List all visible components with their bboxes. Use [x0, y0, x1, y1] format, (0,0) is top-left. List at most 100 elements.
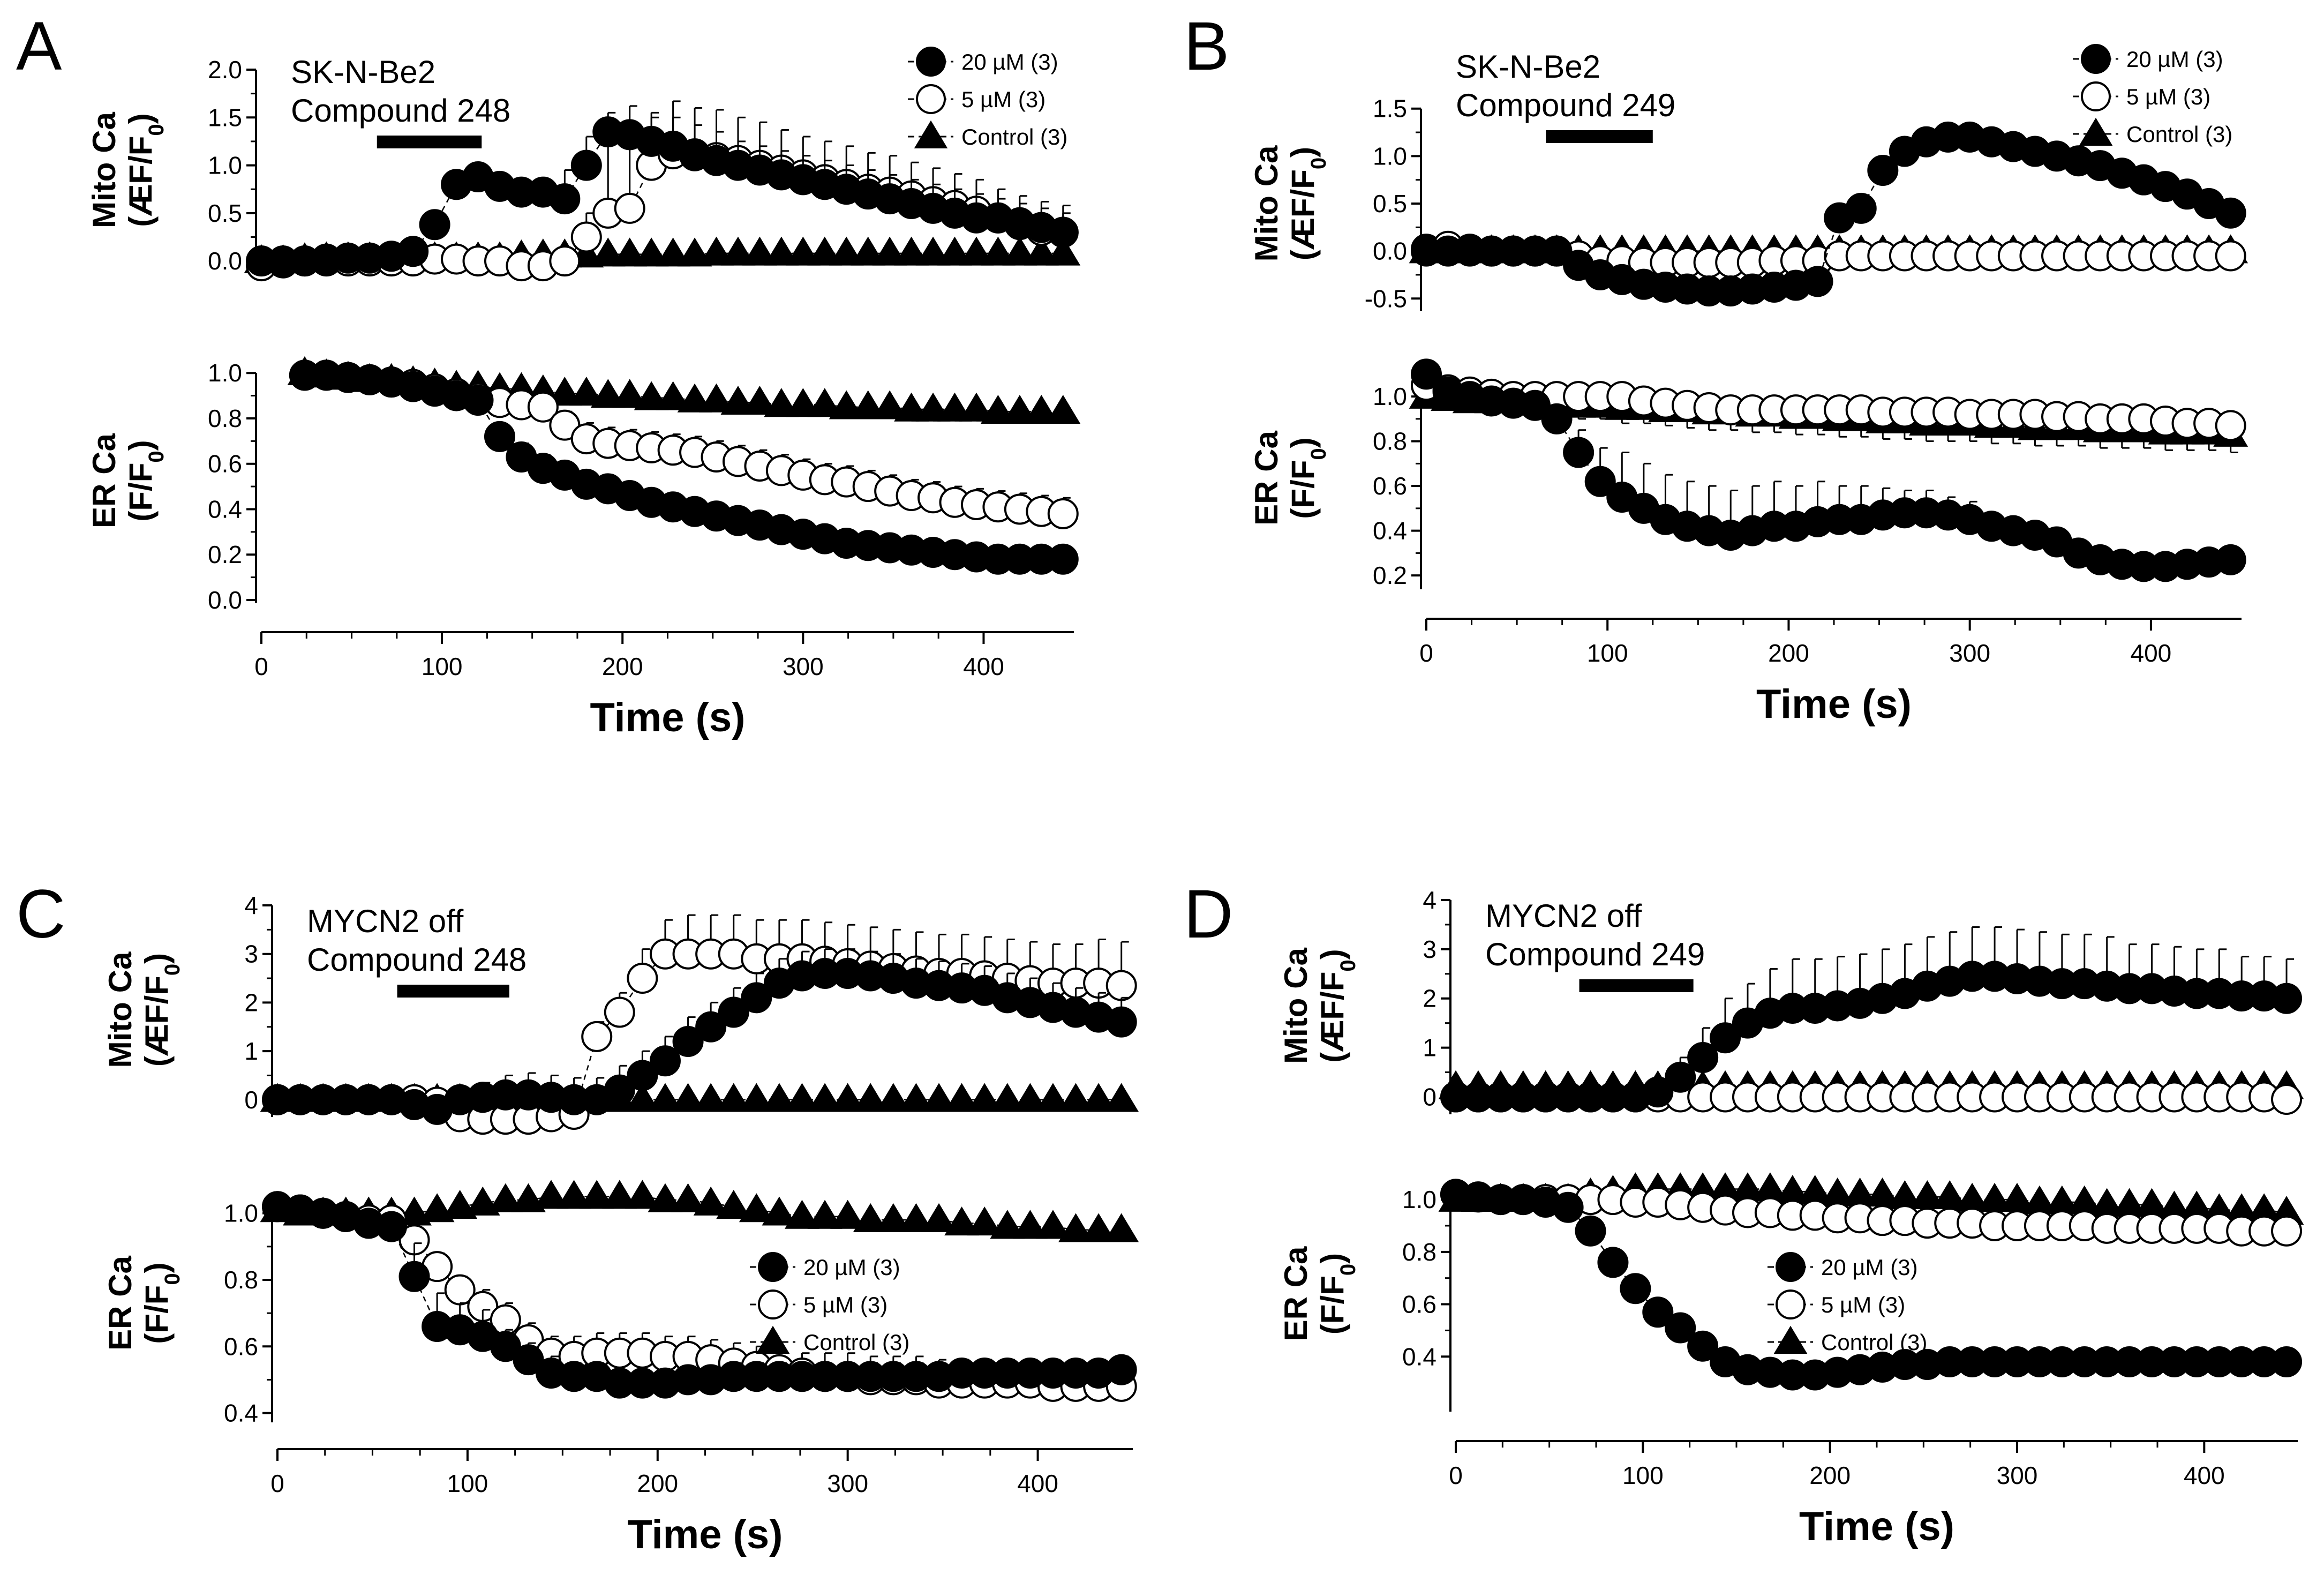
panel-a-er-point	[656, 381, 691, 410]
panel-d-er-ylabel-line1: ER Ca	[1278, 1246, 1314, 1341]
panel-c-er-point	[899, 1203, 934, 1232]
panel-d-er-ylabel: ER Ca (F/F0)	[1278, 1246, 1360, 1341]
panel-a-er-ytick-label: 0.4	[208, 495, 242, 523]
panel-d-mito-ytick-label: 1	[1423, 1034, 1436, 1062]
panel-d-mito-ylabel-subscript: 0	[1336, 959, 1360, 971]
panel-b-xtick-label: 400	[2131, 639, 2172, 667]
panel-d-mito-point	[1710, 1022, 1741, 1054]
panel-c-er-point	[785, 1199, 819, 1229]
panel-b-er-ylabel-line1: ER Ca	[1249, 431, 1284, 526]
panel-c-er-point	[533, 1180, 569, 1209]
panel-c-mito-ylabel-subscript: 0	[161, 964, 184, 976]
panel-a-xlabel: Time (s)	[590, 695, 745, 740]
panel-a-mito-ytick-label: 0.0	[208, 247, 242, 275]
panel-b-xtick-label: 100	[1587, 639, 1628, 667]
panel-a-annotation-cell-line: SK-N-Be2	[291, 54, 435, 90]
panel-c-mito-point	[695, 1011, 727, 1043]
panel-a-mito-point	[677, 237, 712, 267]
panel-c-mito-point	[649, 1045, 681, 1077]
panel-d-er-point	[2271, 1346, 2303, 1378]
panel-c-er-point	[693, 1186, 728, 1216]
panel-c-er-ylabel: ER Ca (F/F0)	[102, 1256, 184, 1351]
panel-c-er-point	[876, 1203, 911, 1232]
panel-d-xlabel: Time (s)	[1799, 1504, 1954, 1549]
panel-c-xlabel: Time (s)	[627, 1512, 783, 1557]
panel-c-mito-point	[1081, 1083, 1116, 1112]
panel-d-application-bar	[1579, 979, 1694, 992]
panel-b-mito-ytick-label: 0.0	[1373, 237, 1407, 265]
legend-label: 5 µM (3)	[803, 1292, 888, 1317]
panel-a-xtick-label: 300	[783, 653, 824, 680]
panel-d-er-point	[1597, 1247, 1629, 1278]
panel-c-mito-ylabel-line1: Mito Ca	[102, 951, 138, 1068]
panel-a-mito-point	[1046, 236, 1081, 266]
panel-a-er-point	[462, 385, 494, 416]
panel-a-mito-point	[807, 236, 843, 266]
panel-a-er-point	[872, 390, 907, 419]
panel-a-mito-point	[1047, 216, 1079, 248]
panel-b-mito-ytick-label: 1.5	[1373, 95, 1407, 123]
panel-d-er-ylabel-line2: (F/F0)	[1314, 1253, 1360, 1334]
panel-a-mito-point	[915, 236, 951, 266]
panel-a-er-point	[699, 383, 734, 413]
panel-a-mito-ylabel-prefix: (ÆF/F	[123, 136, 159, 227]
panel-a-legend: 20 µM (3) 5 µM (3) Control (3)	[908, 47, 1067, 149]
panel-a-annotation-compound: Compound 248	[291, 93, 510, 129]
panel-c-mito-point	[739, 1083, 774, 1112]
panel-a-er-point	[980, 394, 1016, 424]
panel-c-mito-ytick-label: 0	[244, 1086, 258, 1114]
panel-a-mito-point	[397, 236, 429, 267]
panel-b-er-point	[1411, 358, 1442, 390]
panel-d-xtick-label: 400	[2184, 1461, 2225, 1489]
panel-c-er-point	[513, 1344, 544, 1376]
panel-d-xtick-label: 200	[1809, 1461, 1851, 1489]
panel-a-er-point	[742, 386, 777, 415]
panel-a-er-point	[569, 377, 604, 406]
panel-b-letter: B	[1184, 8, 1229, 85]
panel-b-er-ylabel: ER Ca (F/F0)	[1249, 431, 1330, 526]
panel-a-er-ylabel-subscript: 0	[145, 451, 168, 462]
legend-label: 5 µM (3)	[2126, 84, 2210, 109]
panel-a-mito-point	[872, 236, 907, 266]
panel-a-mito-ylabel-subscript: 0	[145, 124, 168, 136]
panel-a-er-point	[1002, 394, 1037, 424]
panel-c-mito-point	[944, 1083, 980, 1112]
panel-d-er-point	[1620, 1273, 1651, 1304]
panel-d-mito-ylabel: Mito Ca (ÆF/F0)	[1278, 948, 1360, 1064]
legend-label: 5 µM (3)	[1821, 1292, 1905, 1317]
panel-c-er-point	[921, 1203, 957, 1232]
legend-label: Control (3)	[961, 124, 1067, 149]
panel-b-mito-series-filled-circle	[1411, 121, 2246, 307]
panel-a-er-ytick-label: 0.0	[208, 586, 242, 614]
panel-c-mito-point	[1058, 1083, 1093, 1112]
panel-a-mito-point	[894, 236, 929, 266]
panel-a-er-point	[484, 421, 515, 452]
panel-a-er-point	[915, 392, 951, 422]
panel-b-er-ylabel-suffix: )	[1285, 437, 1321, 448]
panel-d-mito-ytick-label: 3	[1423, 935, 1436, 963]
panel-a-mito-point	[829, 236, 864, 266]
legend-marker-filled-circle	[2081, 44, 2111, 74]
panel-a-mito-point	[959, 236, 994, 266]
panel-b-mito-point	[1867, 154, 1899, 186]
panel-c-er-point	[1105, 1354, 1137, 1385]
panel-b-er-point	[1584, 466, 1616, 497]
panel-d-er-ytick-label: 0.8	[1402, 1238, 1436, 1266]
panel-c-er-point	[648, 1183, 683, 1212]
panel-c-annotation-compound: Compound 248	[307, 942, 527, 978]
panel-b-xtick-label: 300	[1949, 639, 1990, 667]
panel-a-mito-ytick-label: 2.0	[208, 56, 242, 84]
panel-c-mito-point	[581, 1021, 613, 1052]
panel-a-mito-point	[785, 236, 821, 266]
panel-a-mito-point	[549, 245, 581, 277]
panel-c-er-ylabel-prefix: (F/F	[139, 1285, 175, 1344]
panel-a-er-point	[1047, 543, 1079, 575]
panel-c-mito-point	[627, 1060, 658, 1091]
panel-b-er-series-filled-circle	[1411, 358, 2246, 582]
panel-d-er-point	[1665, 1312, 1696, 1344]
panel-a-er-point	[937, 392, 972, 422]
panel-c-er-ylabel-line1: ER Ca	[102, 1256, 138, 1351]
panel-a-er-point	[612, 379, 648, 408]
